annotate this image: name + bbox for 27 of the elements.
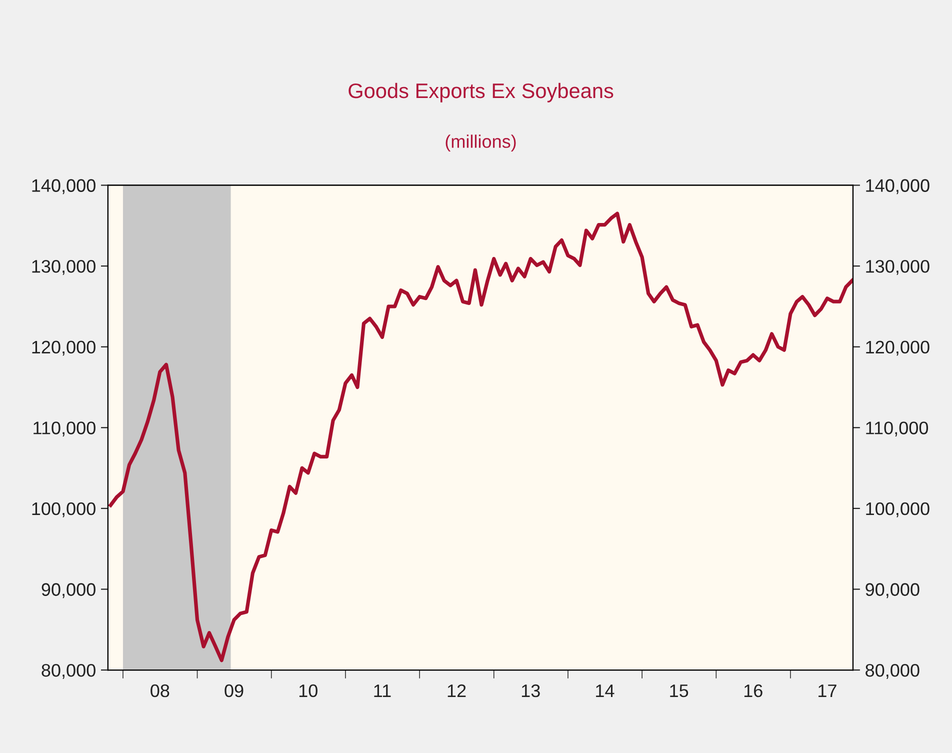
x-tick-label: 08	[150, 684, 170, 698]
line-series	[108, 212, 853, 662]
y2-tick-label: 140,000	[866, 179, 930, 194]
y-tick-label: 90,000	[42, 583, 96, 598]
y-tick-label: 100,000	[32, 502, 96, 518]
y2-tick-label: 110,000	[866, 422, 928, 436]
x-tick-label: 12	[448, 684, 466, 697]
chart-title: Goods Exports Ex Soybeans	[348, 82, 614, 102]
y2-tick-label: 90,000	[866, 583, 920, 598]
y2-tick-label: 80,000	[866, 664, 920, 679]
x-tick-label: 11	[374, 684, 391, 697]
x-tick-label: 09	[224, 684, 244, 698]
chart-subtitle: (millions)	[446, 134, 516, 152]
y2-tick-label: 130,000	[866, 260, 930, 275]
y2-tick-label: 120,000	[866, 340, 930, 356]
x-tick-label: 10	[299, 684, 318, 698]
x-tick-label: 16	[744, 684, 762, 698]
x-tick-label: 17	[818, 684, 836, 697]
x-tick-label: 14	[596, 684, 614, 697]
y-tick-label: 110,000	[34, 422, 96, 436]
y-tick-label: 120,000	[32, 340, 96, 356]
y-tick-label: 140,000	[32, 179, 96, 194]
y-tick-label: 130,000	[32, 260, 96, 275]
y-tick-label: 80,000	[42, 664, 96, 679]
y2-tick-label: 100,000	[866, 502, 930, 518]
x-tick-label: 15	[670, 684, 688, 698]
x-tick-label: 13	[522, 684, 540, 698]
